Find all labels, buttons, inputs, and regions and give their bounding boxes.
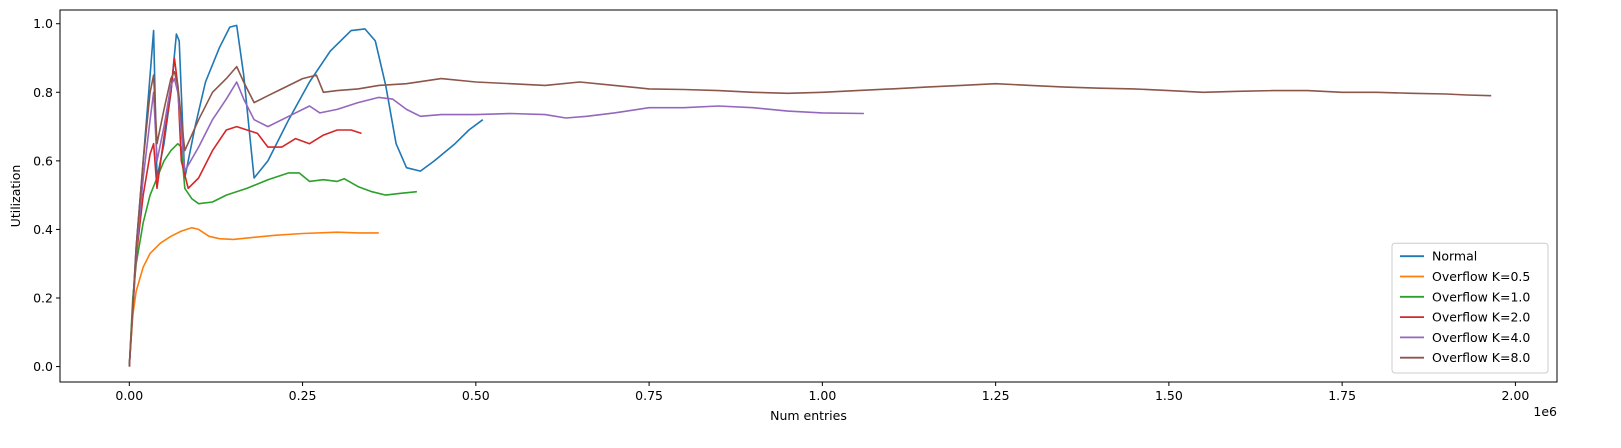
series-line-4 xyxy=(128,77,864,367)
legend-entry: Overflow K=0.5 xyxy=(1432,269,1530,284)
plot-area xyxy=(59,9,1558,383)
series-line-3 xyxy=(128,57,362,367)
legend-entry: Overflow K=4.0 xyxy=(1432,330,1530,345)
x-tick-label: 1.00 xyxy=(808,388,836,403)
x-axis-offset-label: 1e6 xyxy=(1533,404,1557,419)
legend-box xyxy=(1391,242,1549,374)
y-tick-label: 0.8 xyxy=(33,85,53,100)
y-tick-label: 0.2 xyxy=(33,291,53,306)
legend-entry: Normal xyxy=(1432,249,1477,264)
legend: Normal Overflow K=0.5 Overflow K=1.0 Overfl… xyxy=(1391,242,1549,374)
series-line-0 xyxy=(128,24,484,367)
y-axis: 0.0 0.2 0.4 0.6 0.8 1.0 xyxy=(33,16,60,374)
x-tick-label: 0.00 xyxy=(115,388,143,403)
legend-entry: Overflow K=2.0 xyxy=(1432,310,1530,325)
y-tick-label: 1.0 xyxy=(33,16,53,31)
series-line-5 xyxy=(128,65,1492,367)
y-axis-label: Utilization xyxy=(8,165,23,228)
x-tick-label: 1.25 xyxy=(982,388,1010,403)
x-tick-label: 0.50 xyxy=(462,388,490,403)
x-tick-label: 1.75 xyxy=(1328,388,1356,403)
legend-entry: Overflow K=1.0 xyxy=(1432,289,1530,304)
legend-entry: Overflow K=8.0 xyxy=(1432,350,1530,365)
x-axis-label: Num entries xyxy=(770,408,847,423)
x-tick-label: 2.00 xyxy=(1501,388,1529,403)
series-line-2 xyxy=(128,142,417,367)
x-tick-label: 0.25 xyxy=(289,388,317,403)
series-layer xyxy=(128,24,1492,367)
x-axis: 0.00 0.25 0.50 0.75 1.00 1.25 1.50 1.75 2.00 xyxy=(115,382,1529,403)
y-tick-label: 0.4 xyxy=(33,222,53,237)
series-line-1 xyxy=(128,226,379,367)
x-tick-label: 1.50 xyxy=(1155,388,1183,403)
y-tick-label: 0.6 xyxy=(33,153,53,168)
x-tick-label: 0.75 xyxy=(635,388,663,403)
y-tick-label: 0.0 xyxy=(33,359,53,374)
